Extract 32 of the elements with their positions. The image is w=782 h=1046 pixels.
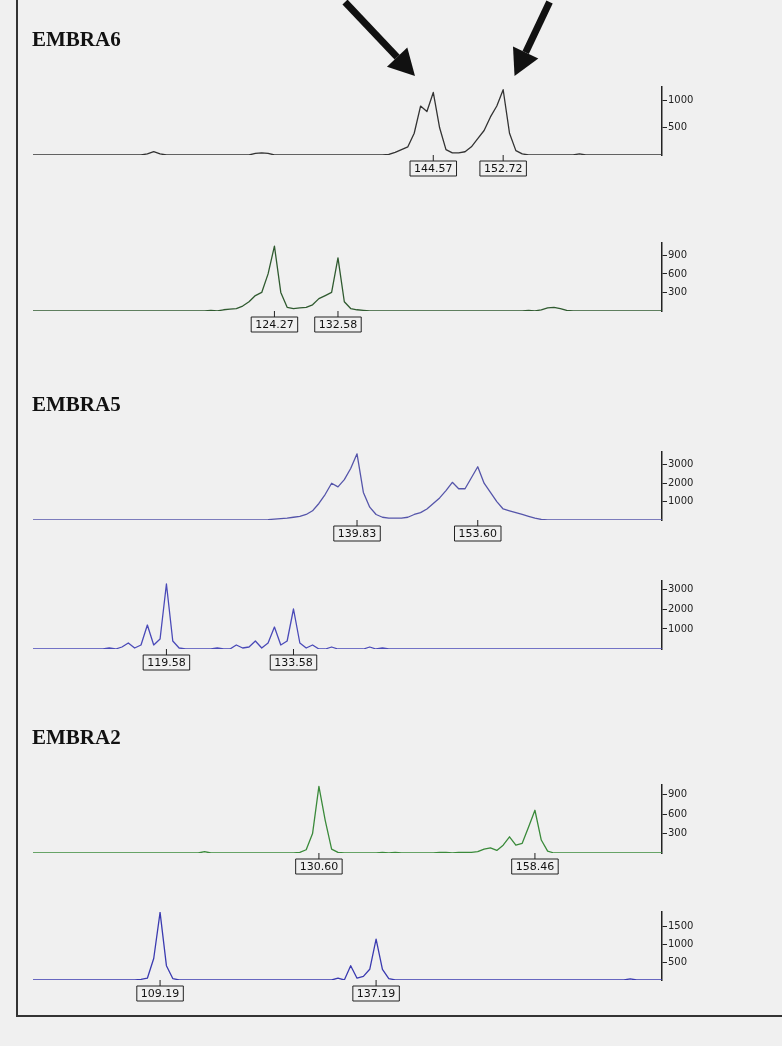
y-tick-label: 600 [668,267,688,279]
y-tick-label: 500 [668,955,688,967]
chart-title: EMBRA5 [32,392,121,417]
x-tick-label: 158.46 [515,859,555,873]
y-tick-label: 600 [668,807,688,819]
y-tick-label: 1000 [668,622,694,634]
y-tick-label: 900 [668,788,688,800]
x-tick-label: 139.83 [337,526,377,540]
y-tick-label: 1500 [668,919,694,931]
x-tick-label: 109.19 [140,986,180,1000]
chart-title: EMBRA2 [32,725,121,750]
y-tick-label: 300 [668,827,688,839]
y-tick-label: 3000 [668,458,694,470]
y-tick-label: 500 [668,121,688,133]
y-tick-label: 900 [668,248,688,260]
y-tick-label: 1000 [668,937,694,949]
x-tick-label: 144.57 [414,161,453,175]
x-tick-label: 124.27 [255,317,294,331]
y-tick-label: 300 [668,286,688,298]
y-tick-label: 1000 [668,495,694,507]
x-tick-label: 133.58 [274,655,313,669]
chart-title: EMBRA6 [32,27,121,52]
y-tick-label: 3000 [668,582,694,594]
x-tick-label: 152.72 [483,161,523,175]
x-tick-label: 119.58 [147,655,186,669]
y-tick-label: 1000 [668,94,694,106]
x-tick-label: 130.60 [299,859,339,873]
x-tick-label: 137.19 [356,986,396,1000]
y-tick-label: 2000 [668,476,694,488]
x-tick-label: 132.58 [318,317,358,331]
x-tick-label: 153.60 [458,526,497,540]
y-tick-label: 2000 [668,602,694,614]
